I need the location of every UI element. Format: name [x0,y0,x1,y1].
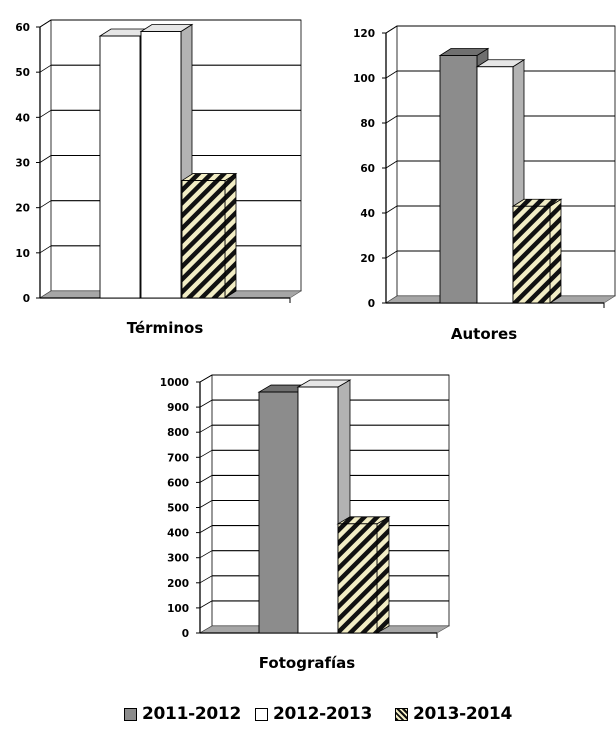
side-wall-top [199,374,213,383]
gridline-side [199,424,213,433]
y-tick-label: 900 [167,402,189,414]
gridline-side [39,64,52,73]
side-wall-top [39,19,52,28]
y-tick-label: 100 [167,603,189,615]
y-tick-label: 40 [15,112,30,124]
y-tick-label: 700 [167,452,189,464]
chart-terminos: 0 10 20 30 40 50 60 Términos [15,19,303,337]
legend-swatch-white [255,707,268,721]
gridline-side [385,250,398,259]
chart-fotografias: 0 100 200 300 400 500 600 700 800 900 1000 Fotograf… [160,374,451,672]
y-tick-label: 0 [23,293,30,305]
y-tick-label: 200 [167,578,189,590]
y-tick-label: 20 [360,253,375,265]
chart-title: Autores [451,325,517,343]
y-tick-label: 40 [360,208,375,220]
gridline-side [385,115,398,124]
bar-2013-2014 [140,31,182,299]
chart-title: Términos [127,319,204,337]
bar-2011-2012 [258,391,299,634]
gridline-side [199,525,213,533]
legend-label: 2012-2013 [273,704,372,724]
gridline-side [39,109,52,118]
bar-2013-2014 [512,205,551,304]
gridline-side [199,600,213,609]
gridline-side [199,575,213,584]
y-tick-label: 20 [15,203,30,215]
bar-2013-2014 [337,523,378,634]
gridline-side [199,399,213,408]
y-tick-label: 300 [167,553,189,565]
bar-side [224,172,237,299]
bar-2012-2013 [476,66,514,304]
bar-side [376,516,390,634]
y-tick-label: 60 [15,22,30,34]
y-tick-label: 400 [167,528,189,540]
y-tick-label: 500 [167,503,189,515]
y-tick-label: 1000 [160,377,189,389]
y-tick-label: 0 [368,298,375,310]
legend: 2011-2012 2012-2013 2013-2014 [0,704,616,730]
side-wall-top [385,25,398,34]
y-tick-label: 120 [353,28,375,40]
y-tick-label: 60 [360,163,375,175]
bar-2011-2012 [439,55,478,304]
legend-label: 2011-2012 [142,704,241,724]
y-tick-label: 600 [167,477,189,489]
y-tick-label: 800 [167,427,189,439]
gridline-side [199,500,213,508]
gridline-side [385,160,398,169]
gridline-side [385,70,398,79]
legend-label: 2013-2014 [413,704,512,724]
gridline-side [385,205,398,214]
legend-item-2013-2014: 2013-2014 [395,704,512,724]
chart-title: Fotografías [259,654,355,672]
y-tick-label: 30 [15,158,30,170]
gridline-side [199,449,213,458]
bar-side [549,198,562,304]
gridline-side [39,155,52,163]
chart-autores: 0 20 40 60 80 100 120 Autores [353,25,616,343]
bar-2012-2013 [99,35,141,299]
legend-item-2011-2012: 2011-2012 [124,704,241,724]
bar-2013-2014-hatched- [181,180,226,299]
legend-swatch-gray [124,707,137,721]
gridline-side [199,475,213,483]
gridline-side [39,245,52,254]
bar-2012-2013 [297,386,339,634]
y-tick-label: 80 [360,118,375,130]
gridline-side [39,200,52,209]
y-tick-label: 10 [15,248,30,260]
y-tick-label: 50 [15,67,30,79]
legend-swatch-hatched [395,707,408,721]
legend-item-2012-2013: 2012-2013 [255,704,372,724]
y-tick-label: 0 [182,628,189,640]
y-tick-label: 100 [353,73,375,85]
gridline-side [199,550,213,559]
